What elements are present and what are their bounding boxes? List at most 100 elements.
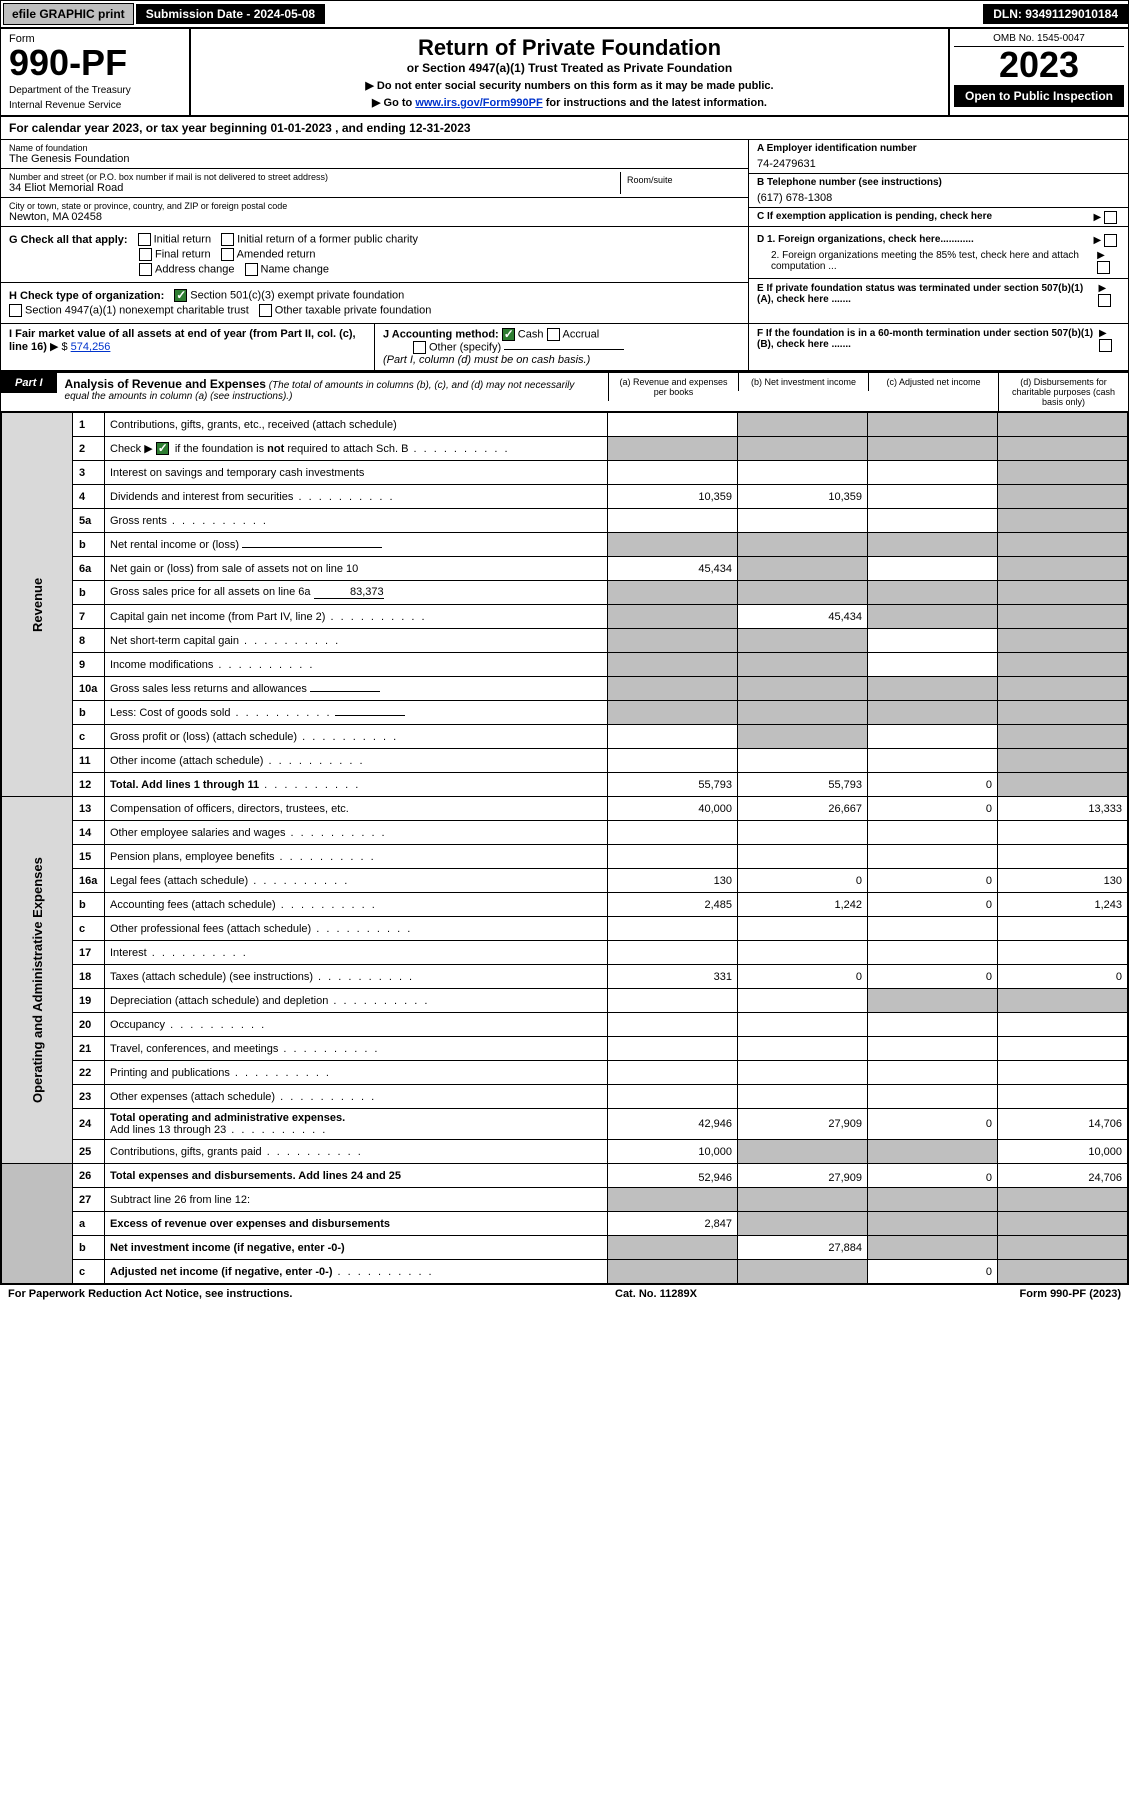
tax-year: 2023: [954, 47, 1124, 83]
checkbox-d1[interactable]: [1104, 234, 1117, 247]
table-row: 24Total operating and administrative exp…: [2, 1109, 1128, 1140]
checkbox-501c3[interactable]: [174, 289, 187, 302]
form-container: efile GRAPHIC print Submission Date - 20…: [0, 0, 1129, 1285]
irs-label: Internal Revenue Service: [9, 100, 181, 111]
table-row: Operating and Administrative Expenses 13…: [2, 797, 1128, 821]
dln-label: DLN: 93491129010184: [983, 4, 1128, 24]
identity-right: A Employer identification number 74-2479…: [748, 140, 1128, 226]
note-link: ▶ Go to www.irs.gov/Form990PF for instru…: [201, 96, 938, 109]
table-row: 21Travel, conferences, and meetings: [2, 1037, 1128, 1061]
header-left: Form 990-PF Department of the Treasury I…: [1, 29, 191, 115]
table-row: 9Income modifications: [2, 653, 1128, 677]
table-row: 25Contributions, gifts, grants paid10,00…: [2, 1140, 1128, 1164]
form-subtitle: or Section 4947(a)(1) Trust Treated as P…: [201, 61, 938, 75]
table-row: bGross sales price for all assets on lin…: [2, 581, 1128, 605]
table-row: 18Taxes (attach schedule) (see instructi…: [2, 965, 1128, 989]
checkbox-name-change[interactable]: [245, 263, 258, 276]
note-ssn: ▶ Do not enter social security numbers o…: [201, 79, 938, 92]
exemption-pending-cell: C If exemption application is pending, c…: [749, 208, 1128, 225]
checkbox-schB[interactable]: [156, 442, 169, 455]
city-cell: City or town, state or province, country…: [1, 198, 748, 226]
fmv-link[interactable]: 574,256: [71, 341, 111, 353]
table-row: bAccounting fees (attach schedule)2,4851…: [2, 893, 1128, 917]
header-center: Return of Private Foundation or Section …: [191, 29, 948, 115]
expense-side-label: Operating and Administrative Expenses: [2, 797, 73, 1164]
col-d-head: (d) Disbursements for charitable purpose…: [998, 373, 1128, 411]
checkbox-addr-change[interactable]: [139, 263, 152, 276]
table-row: Revenue 1Contributions, gifts, grants, e…: [2, 413, 1128, 437]
table-row: 15Pension plans, employee benefits: [2, 845, 1128, 869]
section-i-j-f: I Fair market value of all assets at end…: [1, 324, 1128, 371]
table-row: 2Check ▶ if the foundation is not requir…: [2, 437, 1128, 461]
checkbox-amended[interactable]: [221, 248, 234, 261]
col-b-head: (b) Net investment income: [738, 373, 868, 391]
part1-title: Analysis of Revenue and Expenses (The to…: [57, 373, 608, 406]
table-row: 16aLegal fees (attach schedule)13000130: [2, 869, 1128, 893]
table-row: 4Dividends and interest from securities1…: [2, 485, 1128, 509]
col-a-head: (a) Revenue and expenses per books: [608, 373, 738, 401]
phone-cell: B Telephone number (see instructions) (6…: [749, 174, 1128, 208]
table-row: cAdjusted net income (if negative, enter…: [2, 1260, 1128, 1284]
checkbox-cash[interactable]: [502, 328, 515, 341]
table-row: bNet investment income (if negative, ent…: [2, 1236, 1128, 1260]
part1-table: Revenue 1Contributions, gifts, grants, e…: [1, 412, 1128, 1284]
col-c-head: (c) Adjusted net income: [868, 373, 998, 391]
table-row: 26Total expenses and disbursements. Add …: [2, 1164, 1128, 1188]
address-cell: Number and street (or P.O. box number if…: [1, 169, 748, 198]
open-inspection: Open to Public Inspection: [954, 85, 1124, 107]
table-row: aExcess of revenue over expenses and dis…: [2, 1212, 1128, 1236]
form-ref: Form 990-PF (2023): [1020, 1288, 1122, 1300]
efile-button[interactable]: efile GRAPHIC print: [3, 3, 134, 25]
checkbox-accrual[interactable]: [547, 328, 560, 341]
table-row: cOther professional fees (attach schedul…: [2, 917, 1128, 941]
calendar-year-row: For calendar year 2023, or tax year begi…: [1, 117, 1128, 140]
part1-label: Part I: [1, 373, 57, 393]
form-title: Return of Private Foundation: [201, 35, 938, 61]
table-row: 27Subtract line 26 from line 12:: [2, 1188, 1128, 1212]
section-d-e: D 1. Foreign organizations, check here..…: [748, 227, 1128, 323]
section-i: I Fair market value of all assets at end…: [1, 324, 374, 370]
table-row: 20Occupancy: [2, 1013, 1128, 1037]
table-row: 22Printing and publications: [2, 1061, 1128, 1085]
checkbox-other-taxable[interactable]: [259, 304, 272, 317]
checkbox-other-method[interactable]: [413, 341, 426, 354]
section-h: H Check type of organization: Section 50…: [1, 283, 748, 323]
table-row: 23Other expenses (attach schedule): [2, 1085, 1128, 1109]
table-row: 19Depreciation (attach schedule) and dep…: [2, 989, 1128, 1013]
table-row: bLess: Cost of goods sold: [2, 701, 1128, 725]
table-row: 6aNet gain or (loss) from sale of assets…: [2, 557, 1128, 581]
footer: For Paperwork Reduction Act Notice, see …: [0, 1285, 1129, 1303]
checkbox-4947[interactable]: [9, 304, 22, 317]
table-row: 10aGross sales less returns and allowanc…: [2, 677, 1128, 701]
checkbox-initial[interactable]: [138, 233, 151, 246]
table-row: cGross profit or (loss) (attach schedule…: [2, 725, 1128, 749]
checkbox-final[interactable]: [139, 248, 152, 261]
table-row: 7Capital gain net income (from Part IV, …: [2, 605, 1128, 629]
cat-no: Cat. No. 11289X: [615, 1288, 697, 1300]
table-row: 5aGross rents: [2, 509, 1128, 533]
checkbox-d2[interactable]: [1097, 261, 1110, 274]
revenue-side-label: Revenue: [2, 413, 73, 797]
part1-header: Part I Analysis of Revenue and Expenses …: [1, 371, 1128, 412]
irs-link[interactable]: www.irs.gov/Form990PF: [415, 97, 542, 109]
table-row: 3Interest on savings and temporary cash …: [2, 461, 1128, 485]
dept-treasury: Department of the Treasury: [9, 85, 181, 96]
table-row: bNet rental income or (loss): [2, 533, 1128, 557]
identity-left: Name of foundation The Genesis Foundatio…: [1, 140, 748, 226]
submission-date: Submission Date - 2024-05-08: [136, 4, 325, 24]
identity-grid: Name of foundation The Genesis Foundatio…: [1, 140, 1128, 227]
checkbox-initial-former[interactable]: [221, 233, 234, 246]
form-header: Form 990-PF Department of the Treasury I…: [1, 29, 1128, 117]
pra-notice: For Paperwork Reduction Act Notice, see …: [8, 1288, 292, 1300]
table-row: 17Interest: [2, 941, 1128, 965]
header-right: OMB No. 1545-0047 2023 Open to Public In…: [948, 29, 1128, 115]
form-number: 990-PF: [9, 45, 181, 81]
checkbox-f[interactable]: [1099, 339, 1112, 352]
section-j: J Accounting method: Cash Accrual Other …: [374, 324, 748, 370]
foundation-name-cell: Name of foundation The Genesis Foundatio…: [1, 140, 748, 169]
checkbox-e[interactable]: [1098, 294, 1111, 307]
checkbox-c[interactable]: [1104, 211, 1117, 224]
ein-cell: A Employer identification number 74-2479…: [749, 140, 1128, 174]
table-row: 11Other income (attach schedule): [2, 749, 1128, 773]
section-g: G Check all that apply: Initial return I…: [1, 227, 748, 283]
